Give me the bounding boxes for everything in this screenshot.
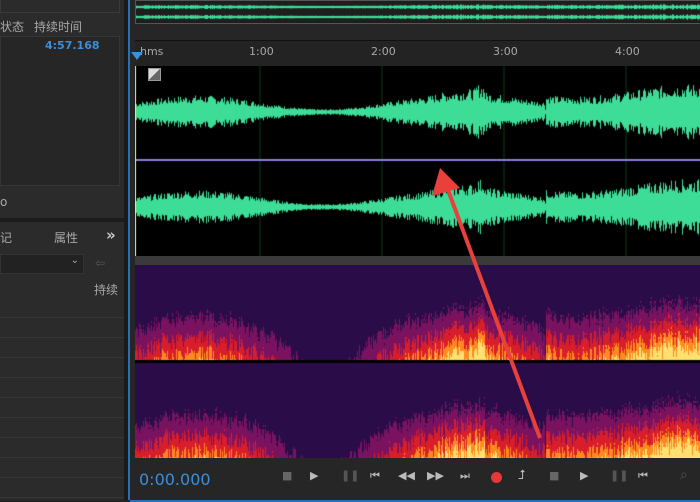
marker-dropdown[interactable]: ⌄	[0, 254, 84, 274]
panel-divider	[0, 218, 124, 222]
marker-list	[0, 298, 124, 498]
pause-icon[interactable]: ❚❚	[610, 469, 629, 482]
play-icon[interactable]: ▶	[310, 469, 319, 482]
skip-start-icon[interactable]: ⏮	[638, 469, 648, 482]
panel-splitter[interactable]	[124, 0, 128, 500]
transport-bar: 0:00.000 ■ ▶ ❚❚ ⏮ ◀◀ ▶▶ ⏭ ⮥ ■ ▶ ❚❚ ⏮ ⌕	[130, 458, 700, 502]
pause-icon[interactable]: ❚❚	[341, 469, 360, 482]
waveform-display[interactable]	[135, 66, 700, 256]
zoom-icon[interactable]: ⌕	[680, 467, 688, 483]
time-ruler[interactable]: hms 1:00 2:00 3:00 4:00	[135, 40, 700, 66]
editor-panel: hms 1:00 2:00 3:00 4:00 0:00.000 ■ ▶ ❚❚ …	[128, 0, 700, 502]
view-splitter[interactable]	[135, 256, 700, 265]
rewind-icon[interactable]: ◀◀	[398, 469, 415, 482]
ruler-tick: 2:00	[371, 45, 396, 58]
skip-start-icon[interactable]: ⏮	[370, 469, 380, 482]
playhead-handle[interactable]	[131, 52, 143, 66]
column-status[interactable]: 状态	[0, 20, 25, 34]
overview-navigator[interactable]	[135, 0, 700, 24]
current-time[interactable]: 0:00.000	[139, 470, 211, 489]
stop-icon[interactable]: ■	[282, 469, 293, 482]
skip-end-icon[interactable]: ⏭	[460, 469, 470, 482]
loop-icon[interactable]: ⮥	[518, 468, 526, 483]
ruler-unit: hms	[140, 45, 164, 58]
ruler-tick: 1:00	[249, 45, 274, 58]
panel-footer: o	[0, 195, 8, 209]
chevron-down-icon: ⌄	[70, 255, 79, 266]
red-arrow-annotation	[432, 168, 542, 439]
fast-forward-icon[interactable]: ▶▶	[427, 469, 444, 482]
panel-top-box	[0, 0, 120, 13]
column-duration[interactable]: 持续时间	[34, 20, 83, 34]
ruler-tick: 4:00	[615, 45, 640, 58]
tab-markers[interactable]: 记	[0, 231, 13, 245]
hud-toggle-icon[interactable]	[148, 68, 161, 81]
ruler-tick: 3:00	[493, 45, 518, 58]
files-panel: 状态 持续时间 4:57.168 o 记 属性 » ⌄ ⇦ 持续	[0, 0, 124, 500]
panel-menu-button[interactable]: »	[106, 226, 116, 244]
spectral-display[interactable]	[135, 265, 700, 458]
stop-icon[interactable]: ■	[549, 469, 560, 482]
back-arrow-icon[interactable]: ⇦	[95, 256, 106, 270]
play-icon[interactable]: ▶	[580, 469, 589, 482]
tab-properties[interactable]: 属性	[54, 231, 79, 245]
file-duration[interactable]: 4:57.168	[45, 39, 100, 52]
file-list	[0, 36, 120, 186]
column-duration-markers[interactable]: 持续	[94, 283, 119, 297]
record-button[interactable]	[491, 472, 502, 483]
